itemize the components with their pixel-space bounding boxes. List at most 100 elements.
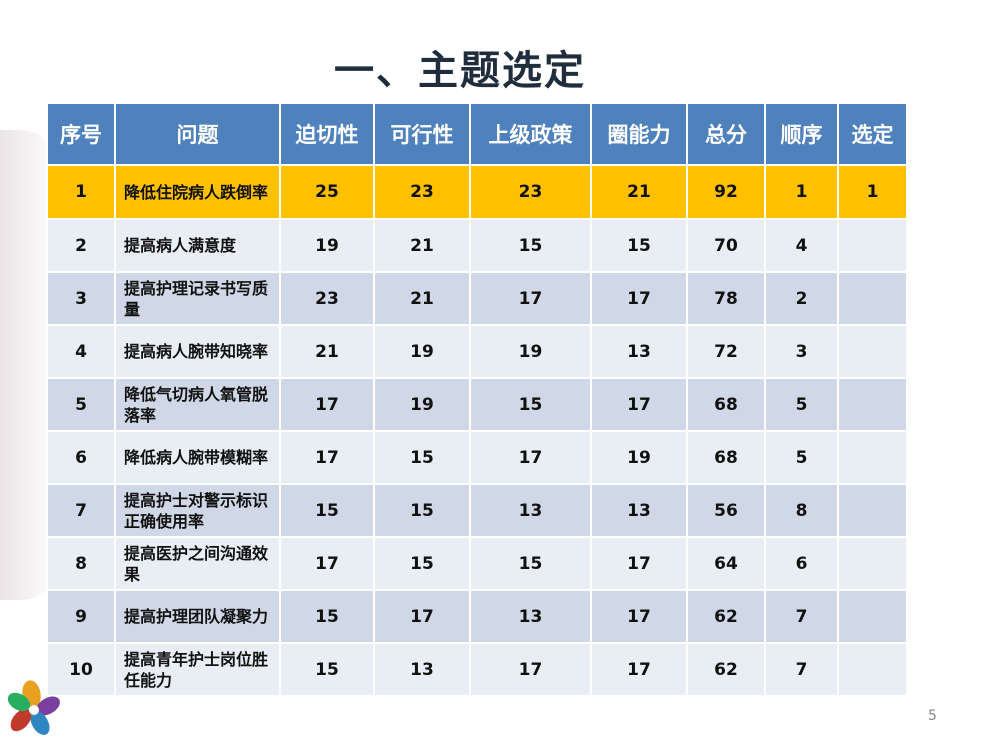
header-cell-index: 序号 [46,102,116,166]
cell-urgency: 15 [279,589,375,644]
cell-rank: 8 [764,483,839,538]
cell-index: 3 [46,271,116,326]
cell-rank: 4 [764,218,839,273]
cell-index: 8 [46,536,116,591]
cell-issue: 提高病人满意度 [114,218,281,273]
flower-logo-icon [7,680,60,735]
header-cell-selected: 选定 [837,102,908,166]
table-row: 10 提高青年护士岗位胜任能力 15 13 17 17 62 7 [46,642,908,697]
cell-urgency: 21 [279,324,375,379]
cell-feasibility: 15 [373,483,471,538]
cell-total: 78 [686,271,766,326]
cell-circle-ability: 19 [590,430,688,485]
cell-circle-ability: 21 [590,164,688,220]
header-cell-policy: 上级政策 [469,102,592,166]
cell-policy: 17 [469,271,592,326]
cell-urgency: 15 [279,642,375,697]
header-cell-total: 总分 [686,102,766,166]
cell-feasibility: 21 [373,218,471,273]
cell-feasibility: 15 [373,430,471,485]
cell-index: 1 [46,164,116,220]
cell-policy: 15 [469,218,592,273]
cell-total: 64 [686,536,766,591]
cell-circle-ability: 17 [590,377,688,432]
cell-index: 2 [46,218,116,273]
header-cell-urgency: 迫切性 [279,102,375,166]
cell-issue: 提高青年护士岗位胜任能力 [114,642,281,697]
cell-urgency: 19 [279,218,375,273]
cell-circle-ability: 13 [590,324,688,379]
cell-index: 5 [46,377,116,432]
cell-rank: 7 [764,589,839,644]
cell-policy: 13 [469,589,592,644]
cell-rank: 5 [764,430,839,485]
header-cell-issue: 问题 [114,102,281,166]
cell-index: 4 [46,324,116,379]
cell-total: 92 [686,164,766,220]
cell-urgency: 15 [279,483,375,538]
cell-rank: 3 [764,324,839,379]
table-row: 2 提高病人满意度 19 21 15 15 70 4 [46,218,908,273]
cell-selected: 1 [837,164,908,220]
cell-total: 56 [686,483,766,538]
cell-feasibility: 21 [373,271,471,326]
cell-issue: 提高护士对警示标识正确使用率 [114,483,281,538]
cell-circle-ability: 17 [590,589,688,644]
cell-policy: 23 [469,164,592,220]
header-cell-circle-ability: 圈能力 [590,102,688,166]
header-cell-feasibility: 可行性 [373,102,471,166]
cell-policy: 17 [469,430,592,485]
cell-selected [837,483,908,538]
cell-circle-ability: 17 [590,536,688,591]
cell-selected [837,536,908,591]
page-number: 5 [928,708,937,724]
cell-feasibility: 17 [373,589,471,644]
cell-issue: 降低病人腕带模糊率 [114,430,281,485]
cell-total: 62 [686,589,766,644]
cell-index: 6 [46,430,116,485]
table-row: 3 提高护理记录书写质量 23 21 17 17 78 2 [46,271,908,326]
table-row: 4 提高病人腕带知晓率 21 19 19 13 72 3 [46,324,908,379]
cell-issue: 降低住院病人跌倒率 [114,164,281,220]
cell-issue: 提高护理团队凝聚力 [114,589,281,644]
cell-urgency: 17 [279,430,375,485]
cell-total: 62 [686,642,766,697]
table-header-row: 序号 问题 迫切性 可行性 上级政策 圈能力 总分 顺序 选定 [46,102,908,166]
cell-policy: 15 [469,377,592,432]
cell-index: 10 [46,642,116,697]
cell-total: 68 [686,430,766,485]
cell-urgency: 17 [279,377,375,432]
cell-selected [837,642,908,697]
cell-policy: 17 [469,642,592,697]
header-cell-rank: 顺序 [764,102,839,166]
cell-selected [837,324,908,379]
table-row: 9 提高护理团队凝聚力 15 17 13 17 62 7 [46,589,908,644]
cell-issue: 提高医护之间沟通效果 [114,536,281,591]
cell-circle-ability: 17 [590,642,688,697]
cell-feasibility: 19 [373,324,471,379]
cell-circle-ability: 13 [590,483,688,538]
table-row: 5 降低气切病人氧管脱落率 17 19 15 17 68 5 [46,377,908,432]
cell-circle-ability: 15 [590,218,688,273]
table-row: 6 降低病人腕带模糊率 17 15 17 19 68 5 [46,430,908,485]
cell-rank: 7 [764,642,839,697]
cell-rank: 1 [764,164,839,220]
cell-circle-ability: 17 [590,271,688,326]
cell-urgency: 17 [279,536,375,591]
cell-total: 72 [686,324,766,379]
cell-selected [837,430,908,485]
cell-index: 9 [46,589,116,644]
table-row: 8 提高医护之间沟通效果 17 15 15 17 64 6 [46,536,908,591]
cell-issue: 提高病人腕带知晓率 [114,324,281,379]
slide-title: 一、主题选定 [334,48,586,94]
cell-feasibility: 19 [373,377,471,432]
cell-feasibility: 23 [373,164,471,220]
cell-urgency: 23 [279,271,375,326]
cell-selected [837,271,908,326]
cell-policy: 19 [469,324,592,379]
cell-rank: 6 [764,536,839,591]
cell-rank: 5 [764,377,839,432]
cell-total: 68 [686,377,766,432]
cell-selected [837,377,908,432]
cell-policy: 13 [469,483,592,538]
